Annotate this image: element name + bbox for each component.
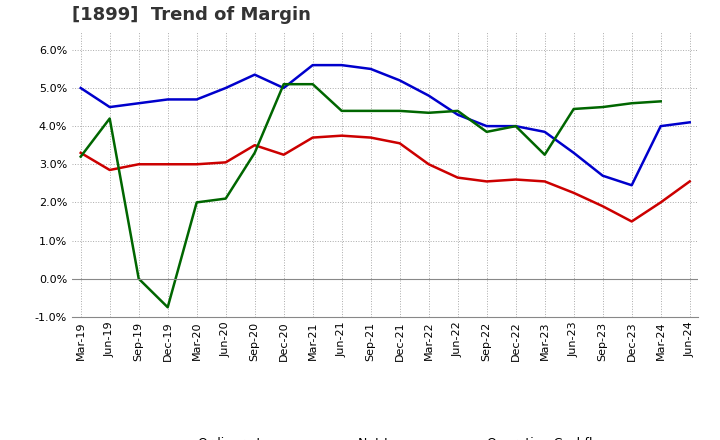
Operating Cashflow: [221, 196, 230, 201]
Ordinary Income: [163, 97, 172, 102]
Ordinary Income: [454, 112, 462, 117]
Ordinary Income: [308, 62, 317, 68]
Net Income: [657, 200, 665, 205]
Operating Cashflow: [105, 116, 114, 121]
Net Income: [598, 204, 607, 209]
Operating Cashflow: [279, 81, 288, 87]
Net Income: [338, 133, 346, 138]
Net Income: [570, 190, 578, 195]
Net Income: [627, 219, 636, 224]
Operating Cashflow: [598, 104, 607, 110]
Net Income: [251, 143, 259, 148]
Operating Cashflow: [541, 152, 549, 158]
Net Income: [76, 150, 85, 155]
Ordinary Income: [541, 129, 549, 135]
Net Income: [308, 135, 317, 140]
Ordinary Income: [192, 97, 201, 102]
Text: [1899]  Trend of Margin: [1899] Trend of Margin: [72, 6, 311, 24]
Ordinary Income: [338, 62, 346, 68]
Net Income: [279, 152, 288, 158]
Net Income: [366, 135, 375, 140]
Operating Cashflow: [251, 150, 259, 155]
Operating Cashflow: [511, 124, 520, 129]
Ordinary Income: [76, 85, 85, 91]
Ordinary Income: [221, 85, 230, 91]
Ordinary Income: [105, 104, 114, 110]
Operating Cashflow: [163, 304, 172, 310]
Operating Cashflow: [482, 129, 491, 135]
Net Income: [192, 161, 201, 167]
Ordinary Income: [570, 150, 578, 155]
Line: Ordinary Income: Ordinary Income: [81, 65, 690, 185]
Operating Cashflow: [570, 106, 578, 112]
Ordinary Income: [135, 101, 143, 106]
Operating Cashflow: [454, 108, 462, 114]
Operating Cashflow: [135, 276, 143, 281]
Net Income: [105, 167, 114, 172]
Ordinary Income: [685, 120, 694, 125]
Net Income: [685, 179, 694, 184]
Ordinary Income: [511, 124, 520, 129]
Net Income: [221, 160, 230, 165]
Ordinary Income: [482, 124, 491, 129]
Operating Cashflow: [308, 81, 317, 87]
Ordinary Income: [366, 66, 375, 72]
Ordinary Income: [598, 173, 607, 178]
Ordinary Income: [279, 85, 288, 91]
Ordinary Income: [627, 183, 636, 188]
Operating Cashflow: [395, 108, 404, 114]
Operating Cashflow: [627, 101, 636, 106]
Operating Cashflow: [338, 108, 346, 114]
Net Income: [135, 161, 143, 167]
Net Income: [454, 175, 462, 180]
Ordinary Income: [395, 78, 404, 83]
Line: Net Income: Net Income: [81, 136, 690, 221]
Operating Cashflow: [76, 154, 85, 159]
Ordinary Income: [251, 72, 259, 77]
Net Income: [482, 179, 491, 184]
Net Income: [395, 141, 404, 146]
Ordinary Income: [424, 93, 433, 98]
Net Income: [424, 161, 433, 167]
Net Income: [511, 177, 520, 182]
Operating Cashflow: [192, 200, 201, 205]
Legend: Ordinary Income, Net Income, Operating Cashflow: Ordinary Income, Net Income, Operating C…: [156, 432, 615, 440]
Operating Cashflow: [366, 108, 375, 114]
Net Income: [541, 179, 549, 184]
Net Income: [163, 161, 172, 167]
Operating Cashflow: [424, 110, 433, 115]
Operating Cashflow: [657, 99, 665, 104]
Ordinary Income: [657, 124, 665, 129]
Line: Operating Cashflow: Operating Cashflow: [81, 84, 661, 307]
